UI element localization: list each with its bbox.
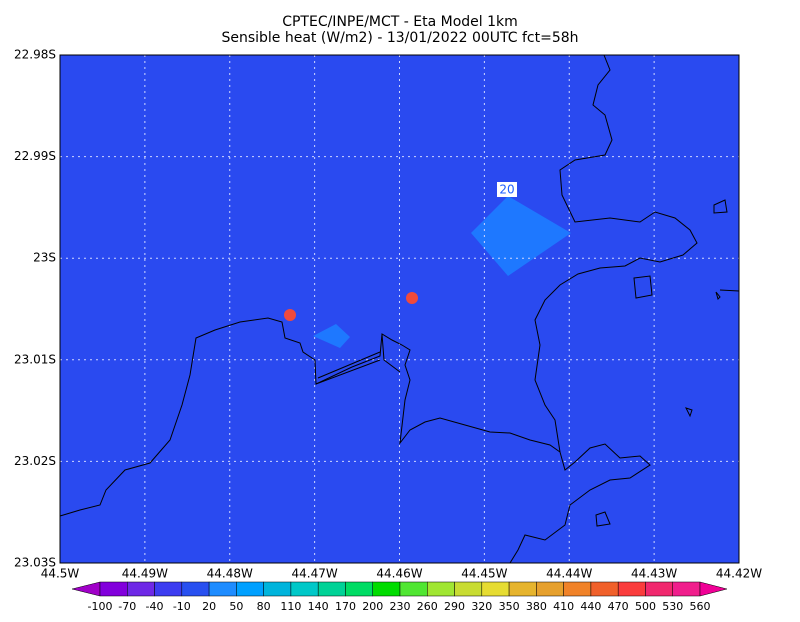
colorbar-segment bbox=[454, 581, 483, 597]
plot-area: 20 bbox=[59, 54, 740, 564]
coastline bbox=[59, 317, 651, 564]
colorbar-segment bbox=[508, 581, 537, 597]
colorbar-segment bbox=[590, 581, 619, 597]
colorbar-segment bbox=[345, 581, 373, 597]
location-marker bbox=[284, 309, 296, 321]
colorbar-label: 500 bbox=[635, 600, 656, 613]
colorbar-end bbox=[71, 581, 101, 597]
contour-area bbox=[313, 324, 350, 348]
colorbar-label: 290 bbox=[444, 600, 465, 613]
colorbar-label: 410 bbox=[553, 600, 574, 613]
colorbar-segment bbox=[399, 581, 428, 597]
coastline bbox=[595, 199, 728, 527]
colorbar-segment bbox=[208, 581, 237, 597]
coastline bbox=[534, 54, 740, 453]
colorbar-label: 110 bbox=[280, 600, 301, 613]
colorbar-label: -40 bbox=[146, 600, 164, 613]
colorbar-segment bbox=[372, 581, 401, 597]
colorbar-label: -10 bbox=[173, 600, 191, 613]
x-tick-label: 44.43W bbox=[631, 567, 677, 581]
title: CPTEC/INPE/MCT - Eta Model 1km bbox=[282, 14, 518, 30]
x-tick-label: 44.42W bbox=[716, 567, 762, 581]
colorbar-label: 440 bbox=[580, 600, 601, 613]
colorbar-label: 20 bbox=[202, 600, 216, 613]
colorbar-segment bbox=[481, 581, 510, 597]
x-tick-label: 44.5W bbox=[41, 567, 80, 581]
colorbar-end bbox=[699, 581, 728, 597]
colorbar-segment bbox=[645, 581, 673, 597]
colorbar-label: 230 bbox=[390, 600, 411, 613]
colorbar: -100 -70 -40 -10 20 50 80 110 140 170 200 230 260 290… bbox=[71, 581, 728, 613]
colorbar-segment bbox=[317, 581, 346, 597]
colorbar-segment bbox=[99, 581, 128, 597]
colorbar-label: 200 bbox=[362, 600, 383, 613]
colorbar-label: 50 bbox=[229, 600, 243, 613]
x-tick-label: 44.48W bbox=[207, 567, 253, 581]
colorbar-segment bbox=[154, 581, 183, 597]
colorbar-segment bbox=[563, 581, 592, 597]
contour-label: 20 bbox=[499, 183, 514, 197]
location-marker bbox=[406, 292, 418, 304]
x-tick-label: 44.44W bbox=[546, 567, 592, 581]
colorbar-label: 380 bbox=[526, 600, 547, 613]
x-tick-label: 44.49W bbox=[122, 567, 168, 581]
y-tick-label: 23S bbox=[33, 251, 56, 265]
colorbar-segment bbox=[236, 581, 264, 597]
colorbar-label: 260 bbox=[417, 600, 438, 613]
colorbar-label: 560 bbox=[690, 600, 711, 613]
colorbar-segment bbox=[290, 581, 319, 597]
colorbar-segment bbox=[672, 581, 701, 597]
contour-label-box bbox=[497, 182, 517, 197]
x-tick-label: 44.45W bbox=[461, 567, 507, 581]
colorbar-segment bbox=[181, 581, 210, 597]
x-tick-label: 44.46W bbox=[376, 567, 422, 581]
colorbar-label: 140 bbox=[308, 600, 329, 613]
colorbar-label: 350 bbox=[499, 600, 520, 613]
colorbar-segment bbox=[427, 581, 455, 597]
y-tick-label: 22.98S bbox=[14, 48, 56, 62]
colorbar-segment bbox=[536, 581, 564, 597]
colorbar-label: -70 bbox=[118, 600, 136, 613]
colorbar-segment bbox=[127, 581, 155, 597]
y-tick-label: 23.02S bbox=[14, 454, 56, 468]
plot-frame bbox=[59, 54, 740, 564]
colorbar-label: 530 bbox=[662, 600, 683, 613]
colorbar-label: 80 bbox=[257, 600, 271, 613]
colorbar-label: 470 bbox=[608, 600, 629, 613]
y-tick-label: 23.01S bbox=[14, 352, 56, 366]
colorbar-label: 320 bbox=[471, 600, 492, 613]
colorbar-segment bbox=[617, 581, 646, 597]
colorbar-label: 170 bbox=[335, 600, 356, 613]
contour-area bbox=[471, 196, 571, 276]
x-tick-label: 44.47W bbox=[292, 567, 338, 581]
y-tick-label: 23.03S bbox=[14, 556, 56, 570]
coastline bbox=[315, 333, 401, 385]
colorbar-segment bbox=[263, 581, 292, 597]
colorbar-label: -100 bbox=[88, 600, 113, 613]
subtitle: Sensible heat (W/m2) - 13/01/2022 00UTC … bbox=[221, 30, 578, 46]
y-tick-label: 22.99S bbox=[14, 149, 56, 163]
